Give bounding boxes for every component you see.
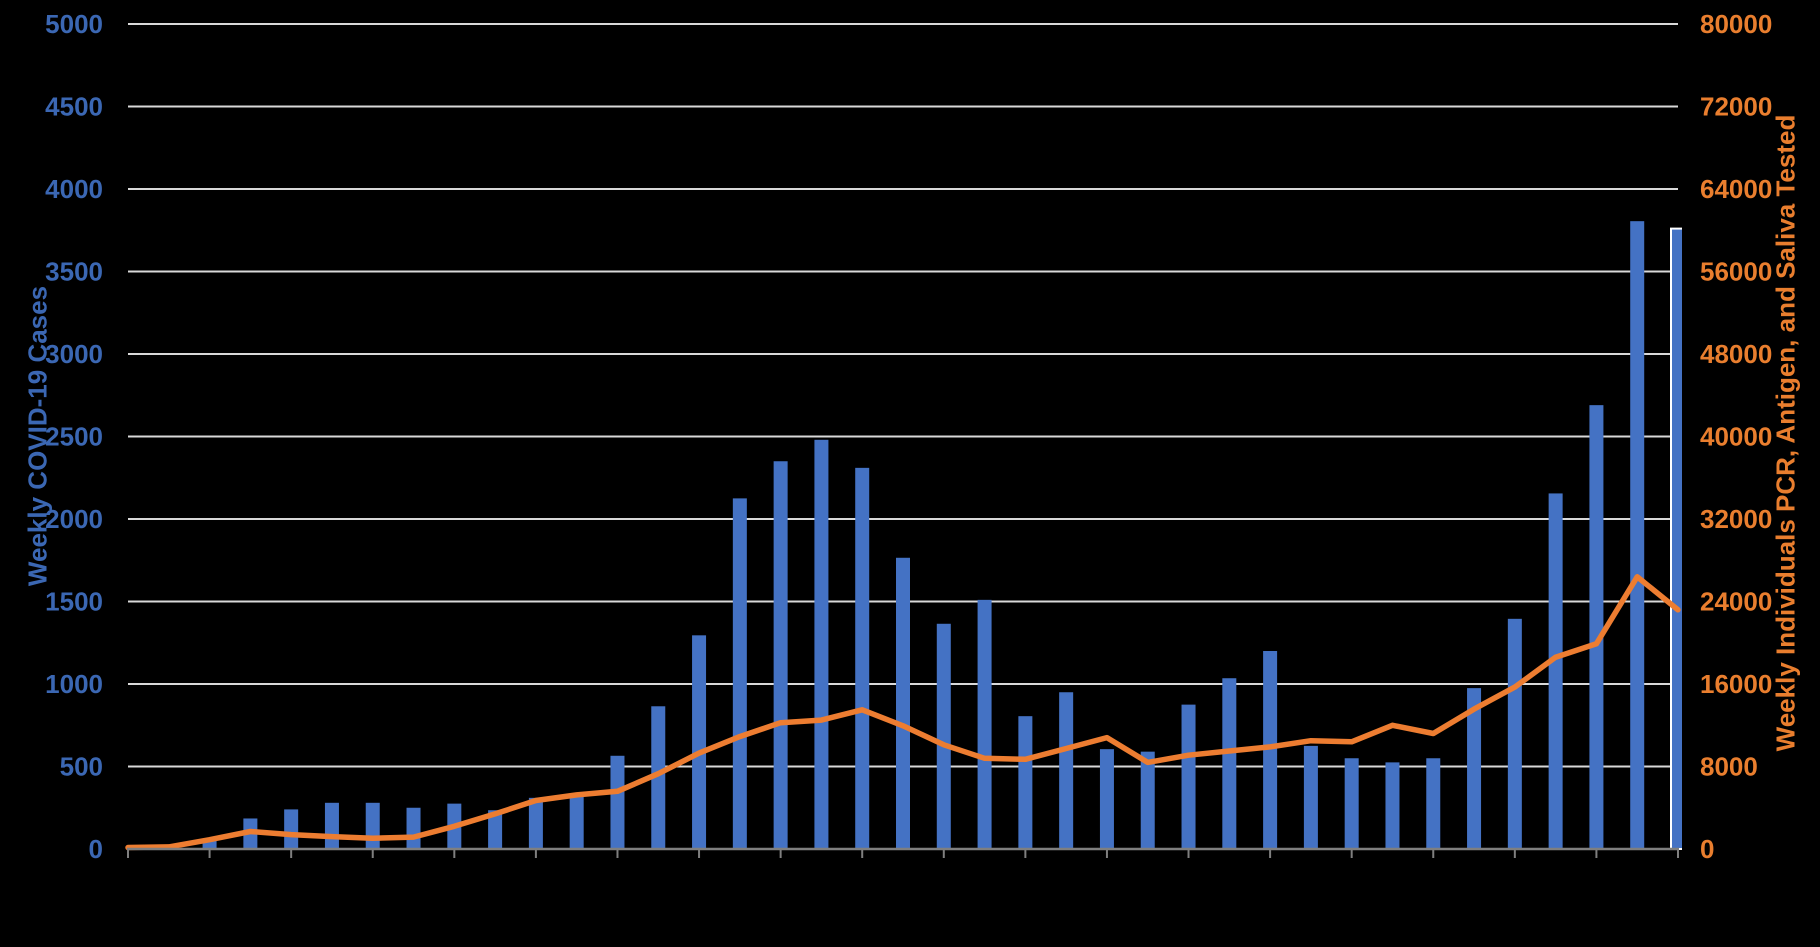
x-axis <box>127 847 1679 858</box>
left-tick-label-1500: 1500 <box>45 587 103 617</box>
right-tick-label-8000: 8000 <box>1700 752 1758 782</box>
bar-week-19 <box>855 467 870 849</box>
bar-week-27 <box>1181 704 1196 849</box>
left-tick-label-0: 0 <box>89 834 103 864</box>
left-tick-label-2500: 2500 <box>45 422 103 452</box>
right-tick-label-48000: 48000 <box>1700 339 1772 369</box>
left-tick-label-1000: 1000 <box>45 669 103 699</box>
left-tick-label-4500: 4500 <box>45 92 103 122</box>
bar-week-20 <box>896 557 910 849</box>
bar-week-7 <box>365 802 380 849</box>
bar-week-36 <box>1548 493 1563 849</box>
bar-week-18 <box>814 439 829 849</box>
right-tick-label-80000: 80000 <box>1700 9 1772 39</box>
left-tick-label-500: 500 <box>60 752 103 782</box>
tested-line <box>125 574 1681 851</box>
bar-week-38 <box>1630 221 1645 850</box>
left-tick-label-3000: 3000 <box>45 339 103 369</box>
bar-week-34 <box>1467 688 1482 849</box>
bar-week-13 <box>610 755 625 849</box>
right-tick-label-56000: 56000 <box>1700 257 1772 287</box>
bar-week-32 <box>1385 762 1400 849</box>
bar-week-14 <box>651 706 666 849</box>
right-axis-title: Weekly Individuals PCR, Antigen, and Sal… <box>1770 114 1801 752</box>
left-axis-title: Weekly COVID-19 Cases <box>22 285 53 587</box>
right-tick-label-16000: 16000 <box>1700 669 1772 699</box>
right-tick-label-32000: 32000 <box>1700 504 1772 534</box>
left-tick-label-3500: 3500 <box>45 257 103 287</box>
bar-week-11 <box>528 797 543 849</box>
bar-week-15 <box>692 635 707 849</box>
bar-week-12 <box>569 794 584 849</box>
right-axis-tick-labels: 0 8000 16000 24000 32000 40000 48000 56000 64000… <box>1700 9 1772 864</box>
bar-series-weekly-cases <box>128 221 1682 851</box>
right-tick-label-64000: 64000 <box>1700 174 1772 204</box>
left-tick-label-5000: 5000 <box>45 9 103 39</box>
bar-week-21 <box>936 623 951 849</box>
right-tick-label-24000: 24000 <box>1700 587 1772 617</box>
bar-week-29 <box>1263 651 1278 849</box>
left-axis-tick-labels: 0 500 1000 1500 2000 2500 3000 3500 4000 4500 5000 <box>45 9 103 864</box>
left-tick-label-4000: 4000 <box>45 174 103 204</box>
right-tick-label-0: 0 <box>1700 834 1714 864</box>
right-tick-label-72000: 72000 <box>1700 92 1772 122</box>
bar-week-25 <box>1099 749 1114 849</box>
bar-week-6 <box>324 802 339 849</box>
bar-week-28 <box>1222 678 1237 849</box>
bar-week-3 <box>202 839 217 849</box>
bar-week-22 <box>977 599 992 849</box>
bar-week-17 <box>773 461 788 849</box>
right-tick-label-40000: 40000 <box>1700 422 1772 452</box>
bar-week-30 <box>1303 745 1318 849</box>
bar-week-31 <box>1344 758 1359 849</box>
bar-week-26 <box>1140 751 1155 849</box>
bar-week-23 <box>1018 716 1033 849</box>
bar-week-8 <box>406 807 421 849</box>
bar-week-37 <box>1589 405 1604 849</box>
bar-week-10 <box>488 810 503 849</box>
line-series-weekly-tested <box>125 574 1681 851</box>
bar-week-35 <box>1507 618 1522 849</box>
bar-week-5 <box>284 809 299 849</box>
bar-week-24 <box>1059 692 1074 849</box>
bar-week-39 <box>1670 227 1682 851</box>
bar-week-33 <box>1426 758 1441 849</box>
bar-week-16 <box>732 498 747 849</box>
left-tick-label-2000: 2000 <box>45 504 103 534</box>
